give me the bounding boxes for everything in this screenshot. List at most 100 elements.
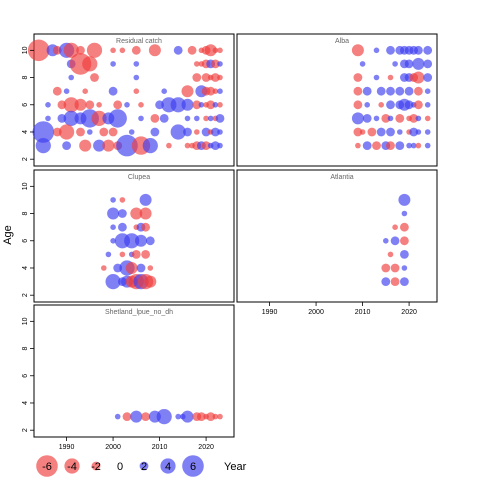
legend-bubble	[182, 455, 204, 477]
y-tick-label: 6	[22, 239, 29, 243]
bubble	[62, 141, 71, 151]
bubble	[138, 102, 144, 108]
bubble	[409, 114, 419, 123]
bubble	[107, 207, 120, 220]
bubble	[212, 413, 219, 420]
bubble	[206, 86, 216, 96]
bubble	[150, 114, 160, 123]
bubble	[406, 142, 412, 149]
x-tick-label: 2000	[308, 309, 324, 316]
bubble	[217, 142, 223, 149]
bubble	[82, 56, 98, 72]
bubble	[217, 74, 223, 81]
legend-label: -6	[42, 461, 52, 473]
bubble	[68, 74, 74, 81]
bubble	[145, 236, 155, 246]
bubble	[76, 45, 85, 55]
bubble	[184, 115, 191, 122]
bubble	[415, 115, 422, 122]
bubble	[376, 86, 386, 96]
bubble	[130, 410, 143, 423]
bubble	[424, 88, 431, 94]
legend-label: 6	[190, 461, 196, 473]
bubble	[359, 129, 366, 135]
x-tick-label: 2020	[198, 444, 214, 451]
bubble	[86, 42, 103, 58]
bubble	[187, 45, 197, 55]
bubble	[133, 88, 140, 94]
bubble	[398, 193, 411, 206]
y-axis-label: Age	[2, 225, 14, 245]
bubble	[181, 410, 194, 423]
bubble	[217, 61, 223, 67]
bubble	[400, 222, 409, 232]
bubble	[113, 100, 123, 110]
bubble	[63, 88, 70, 94]
bubble	[90, 73, 99, 82]
bubble	[173, 45, 183, 55]
bubble	[197, 412, 206, 421]
bubble	[87, 129, 93, 135]
bubble	[141, 250, 151, 259]
bubble	[108, 127, 118, 137]
panel-title-residual-catch: Residual catch	[116, 38, 162, 45]
bubble	[395, 86, 405, 96]
bubble	[412, 57, 425, 70]
bubble	[76, 127, 85, 137]
y-tick-label: 10	[22, 317, 29, 325]
bubble	[387, 74, 394, 81]
bubble	[181, 98, 194, 111]
bubble	[114, 413, 121, 420]
bubble	[215, 114, 225, 123]
bubble	[424, 129, 431, 135]
bubble	[362, 114, 372, 123]
bubble	[32, 121, 55, 143]
y-tick-label: 10	[22, 46, 29, 54]
bubble	[192, 73, 202, 82]
bubble	[381, 277, 391, 286]
bubble	[367, 127, 377, 137]
bubble	[93, 139, 106, 152]
bubble	[125, 262, 138, 274]
bubble	[110, 224, 116, 230]
bubble	[423, 59, 433, 69]
bubble	[414, 100, 423, 110]
legend-label: 0	[117, 461, 123, 473]
bubble	[387, 251, 394, 258]
bubble	[211, 127, 220, 137]
legend-bubble	[36, 455, 58, 477]
bubble	[211, 141, 220, 151]
bubble	[110, 61, 116, 67]
bubble	[401, 210, 408, 217]
y-tick-label: 4	[22, 130, 29, 134]
panel-title-clupea: Clupea	[128, 174, 150, 181]
bubble	[353, 100, 363, 110]
bubble	[211, 59, 220, 69]
bubble	[110, 197, 116, 203]
bubble	[217, 88, 223, 94]
bubble	[351, 112, 364, 125]
x-tick-label: 2020	[401, 309, 417, 316]
bubble	[381, 114, 391, 123]
bubble	[359, 61, 366, 67]
bubble	[147, 265, 154, 271]
bubble	[144, 275, 157, 288]
y-tick-label: 2	[22, 428, 29, 432]
bubble	[27, 39, 50, 62]
bubble	[401, 265, 408, 271]
bubble	[414, 86, 423, 96]
legend-label: -2	[91, 461, 101, 473]
bubble	[395, 114, 405, 123]
bubble	[201, 141, 211, 151]
bubble	[128, 129, 135, 135]
bubble	[45, 102, 51, 108]
y-tick-label: 8	[22, 211, 29, 215]
bubble	[194, 129, 200, 135]
bubbles-residual-catch	[27, 39, 225, 157]
bubble	[386, 100, 395, 110]
bubble	[217, 129, 223, 135]
bubble	[211, 73, 220, 82]
bubble	[400, 277, 409, 286]
bubble	[91, 110, 107, 126]
panel-title-atlantia: Atlantia	[330, 174, 353, 181]
